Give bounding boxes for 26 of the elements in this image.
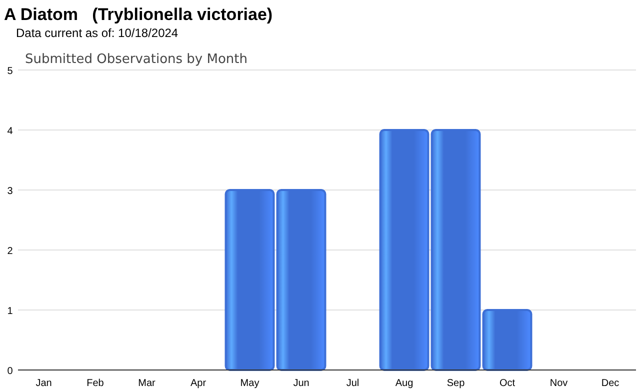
- y-tick-label: 0: [7, 366, 14, 377]
- x-tick-label: Jan: [36, 378, 52, 389]
- bar: [276, 189, 326, 371]
- chart-title: A Diatom (Tryblionella victoriae): [4, 5, 273, 24]
- x-tick-label: Aug: [395, 378, 414, 389]
- x-tick-label: Dec: [601, 378, 620, 389]
- y-tick-label: 3: [7, 186, 14, 197]
- y-tick-label: 2: [7, 246, 14, 257]
- text: Submitted Observations by Month: [25, 52, 248, 67]
- bar: [224, 189, 275, 371]
- x-tick-label: Apr: [190, 378, 207, 389]
- x-tick-label: May: [240, 378, 260, 389]
- x-tick-label: Jun: [293, 378, 310, 389]
- bar: [482, 309, 532, 371]
- x-tick-label: Oct: [499, 378, 516, 389]
- bar: [430, 129, 481, 371]
- x-tick-label: Feb: [86, 378, 104, 389]
- x-tick-label: Nov: [550, 378, 568, 389]
- x-tick-label: Jul: [346, 378, 360, 389]
- y-tick-label: 5: [7, 66, 14, 77]
- x-tick-label: Mar: [138, 378, 156, 389]
- y-tick-label: 4: [7, 126, 14, 137]
- x-tick-label: Sep: [446, 378, 466, 389]
- y-tick-label: 1: [7, 306, 14, 317]
- bar: [379, 129, 430, 371]
- chart-subtitle: Data current as of: 10/18/2024: [16, 26, 178, 40]
